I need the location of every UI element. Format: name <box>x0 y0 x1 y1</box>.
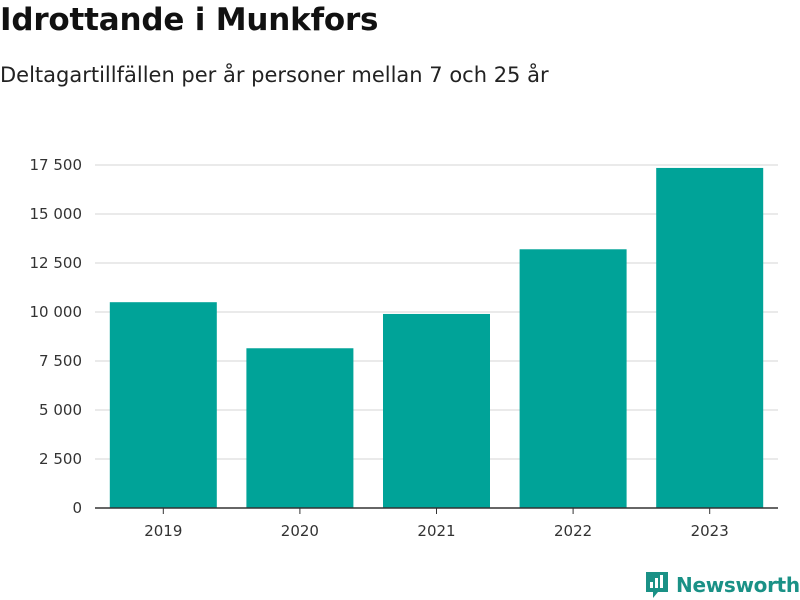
chart-subtitle: Deltagartillfällen per år personer mella… <box>0 63 549 87</box>
x-tick-label: 2020 <box>281 522 319 540</box>
bar <box>383 313 490 508</box>
bar <box>656 167 764 508</box>
bar <box>109 302 217 508</box>
y-tick-label: 7 500 <box>39 352 82 370</box>
newsworthy-logo: Newsworthy <box>644 570 800 600</box>
chart-title: Idrottande i Munkfors <box>0 2 379 38</box>
axes: 0 2 500 5 000 7 500 10 000 12 500 15 000 17 500… <box>30 156 778 540</box>
y-tick-label: 17 500 <box>30 156 83 174</box>
y-tick-label: 15 000 <box>30 205 83 223</box>
x-tick-label: 2021 <box>417 522 455 540</box>
bars <box>109 167 764 508</box>
bar <box>246 348 354 508</box>
y-tick-label: 5 000 <box>39 401 82 419</box>
x-tick-label: 2022 <box>554 522 592 540</box>
y-tick-label: 10 000 <box>30 303 83 321</box>
brand-name: Newsworthy <box>676 573 800 597</box>
y-tick-label: 2 500 <box>39 450 82 468</box>
x-tick-label: 2023 <box>691 522 729 540</box>
x-tick-label: 2019 <box>144 522 182 540</box>
bar <box>519 249 627 508</box>
y-tick-label: 0 <box>72 499 82 517</box>
newsworthy-logo-icon <box>646 572 668 598</box>
y-tick-label: 12 500 <box>30 254 83 272</box>
